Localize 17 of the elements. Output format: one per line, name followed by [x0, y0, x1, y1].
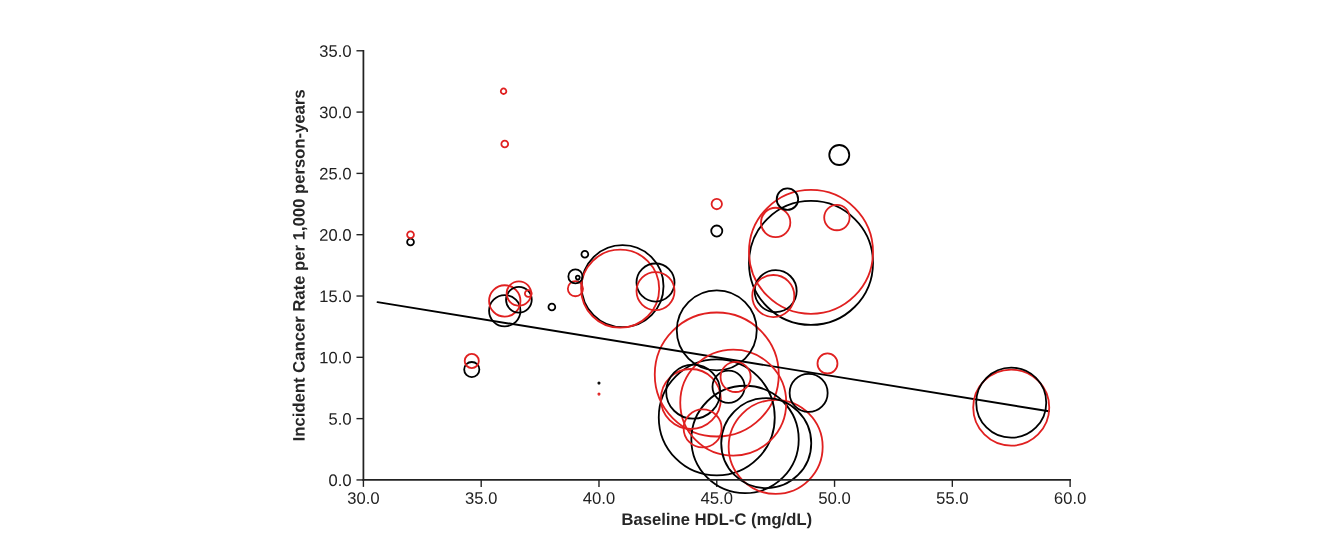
y-axis-title: Incident Cancer Rate per 1,000 person-years — [292, 90, 309, 441]
x-axis-title: Baseline HDL-C (mg/dL) — [622, 512, 812, 529]
y-tick-label: 20.0 — [320, 229, 351, 241]
y-tick-label: 35.0 — [319, 45, 351, 57]
x-tick-label: 50.0 — [819, 492, 851, 504]
y-tick-label: 10.0 — [320, 351, 351, 364]
x-tick-label: 60.0 — [1054, 492, 1086, 504]
x-tick-label: 55.0 — [936, 492, 968, 504]
y-tick-label: 30.0 — [319, 106, 351, 119]
y-tick-label: 5.0 — [329, 413, 351, 425]
x-tick-label: 45.0 — [700, 492, 733, 504]
y-tick-label: 25.0 — [320, 167, 351, 180]
x-tick-label: 35.0 — [465, 492, 497, 504]
x-tick-label: 30.0 — [347, 492, 379, 504]
x-tick-label: 40.0 — [583, 492, 615, 504]
y-tick-label: 15.0 — [320, 290, 351, 303]
y-tick-label: 0.0 — [329, 474, 351, 487]
